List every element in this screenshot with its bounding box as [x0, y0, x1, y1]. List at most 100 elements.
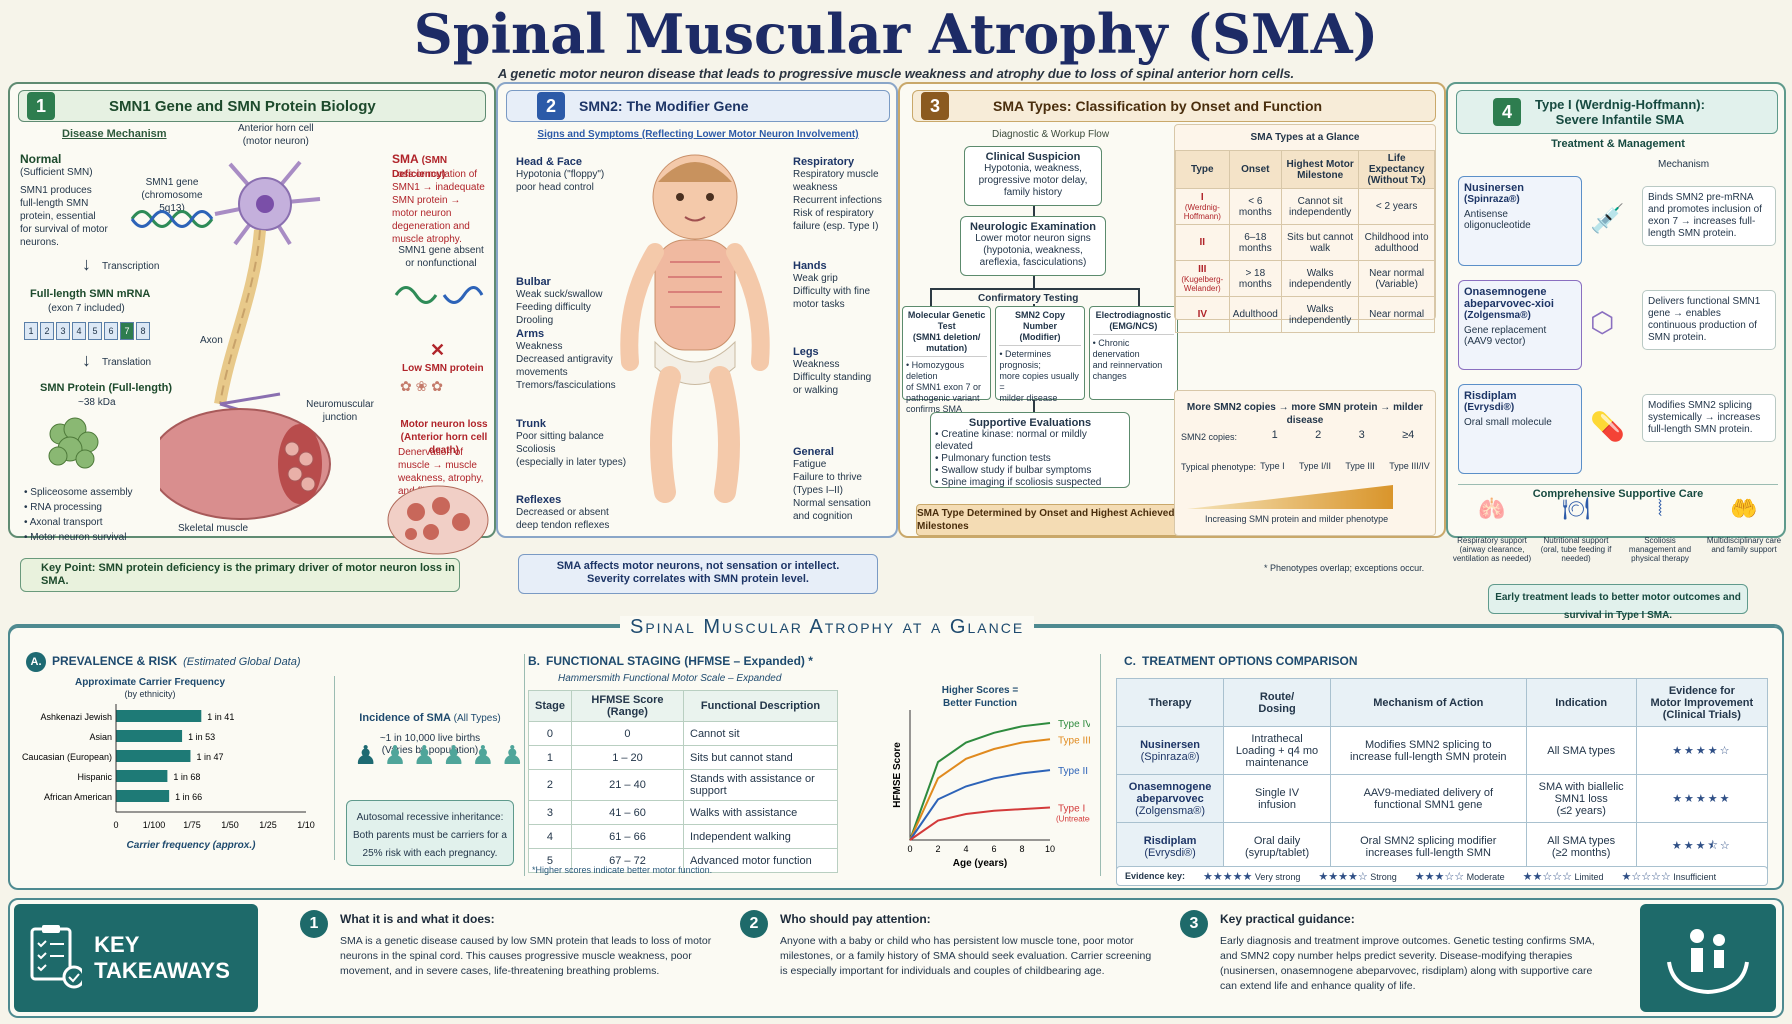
exon-box: 3 [56, 322, 70, 340]
takeaway-items: 1 What it is and what it does: SMA is a ge… [300, 904, 1600, 1012]
translation-label: Translation [102, 357, 152, 368]
protein-icon [48, 417, 99, 469]
supportive-item: • Swallow study if bulbar symptoms [935, 465, 1092, 476]
treatment-col-header: Evidence for Motor Improvement (Clinical… [1635, 678, 1769, 727]
normal-title: Normal [20, 152, 62, 166]
phenotype: Type I/II [1299, 461, 1332, 471]
evidence-stars: ★★★★★ [1635, 774, 1769, 823]
treatment-row: Nusinersen (Spinraza®) Intrathecal Loading… [1115, 726, 1769, 775]
panel-3-number: 3 [921, 92, 949, 120]
hfmse-note: *Higher scores indicate better motor fun… [532, 865, 713, 875]
takeaway-number: 3 [1180, 910, 1208, 938]
types-row: II 6–18 months Sits but cannot walk Childho… [1175, 224, 1435, 261]
types-col-header: Onset [1228, 150, 1283, 189]
function-item: • RNA processing [24, 502, 102, 513]
panel-smn1: 1 SMN1 Gene and SMN Protein Biology Dise… [8, 82, 496, 592]
hfmse-tick-label: 4 [963, 844, 968, 854]
hfmse-col-header: HFMSE Score (Range) [570, 690, 685, 722]
absent-label: SMN1 gene absent or nonfunctional [398, 245, 484, 269]
hfmse-col-header: Functional Description [683, 690, 838, 722]
exon-box: 6 [104, 322, 118, 340]
evidence-key-item: ★☆☆☆☆ Insufficient [1621, 870, 1717, 883]
syringe-icon: 💉 [1590, 203, 1625, 234]
types-row: III (Kugelberg-Welander) > 18 months Walks … [1175, 260, 1435, 297]
exon-box: 1 [24, 322, 38, 340]
function-item: • Motor neuron survival [24, 532, 127, 543]
key-point: Key Point: SMN protein deficiency is the… [20, 558, 460, 592]
transcription-label: Transcription [102, 261, 160, 272]
symptom-group: General Fatigue Failure to thrive (Types … [793, 446, 871, 522]
virus-vector-icon: ⬡ [1590, 307, 1615, 338]
gene-label: SMN1 gene (chromosome 5q13) [141, 177, 203, 214]
hfmse-sub: Hammersmith Functional Motor Scale – Exp… [558, 673, 782, 684]
sma-title: SMA (SMN Deficiency) [392, 152, 448, 180]
symptom-group: Legs Weakness Difficulty standing or walk… [793, 346, 872, 396]
bar-value-label: 1 in 68 [173, 772, 200, 782]
panel-4-header: 4 Type I (Werdnig-Hoffmann): Severe Infan… [1456, 90, 1778, 134]
panel-2-header: 2 SMN2: The Modifier Gene [506, 90, 890, 122]
hfmse-series-label: Type I [1058, 804, 1085, 815]
evidence-stars: ★★★★☆ [1635, 726, 1769, 775]
anterior-horn-label: Anterior horn cell (motor neuron) [238, 123, 314, 147]
symptom-group: Head & Face Hypotonia ("floppy") poor hea… [516, 156, 605, 193]
panel-2-title: SMN2: The Modifier Gene [579, 98, 749, 114]
glance-table-box: SMA Types at a Glance Type Onset Highest M… [1174, 124, 1436, 333]
section-a-header: A. PREVALENCE & RISK (Estimated Global D… [26, 652, 301, 672]
spine-icon: ⦚ [1657, 496, 1663, 521]
determined-box: SMA Type Determined by Onset and Highest… [916, 504, 1212, 536]
neuro-box: Neurologic Examination Lower motor neuron… [960, 216, 1106, 276]
bar-category-label: Hispanic [77, 772, 112, 782]
bar-value-label: 1 in 66 [175, 792, 202, 802]
treatment-table: Therapy Route/ Dosing Mechanism of Action I… [1115, 678, 1769, 871]
panel-3-title: SMA Types: Classification by Onset and F… [993, 98, 1323, 114]
bar-value-label: 1 in 53 [188, 732, 215, 742]
treatment-col-header: Therapy [1115, 678, 1225, 727]
hfmse-series-line [909, 769, 1051, 841]
atrophic-muscle-icon [387, 485, 489, 555]
carrier-bar [116, 730, 183, 742]
hfmse-series-label: Type II [1058, 766, 1088, 777]
drug-card: Risdiplam (Evrysdi®) Oral small molecule [1458, 384, 1582, 474]
low-smn-label: Low SMN protein [402, 363, 484, 374]
hfmse-row: 0 0 Cannot sit [528, 721, 838, 746]
carrier-bar [116, 750, 191, 762]
hfmse-row: 4 61 – 66 Independent walking [528, 824, 838, 849]
symptom-group: Bulbar Weak suck/swallow Feeding difficul… [516, 276, 603, 326]
drug-row: Onasemnogene abeparvovec-xioi (Zolgensma®… [1458, 276, 1778, 380]
treat-label: Treatment & Management [1551, 138, 1685, 150]
incidence-note: (Varies by population) [381, 745, 479, 756]
drug-mechanism: Delivers functional SMN1 gene → enables … [1642, 290, 1776, 350]
hfmse-series-label: Type IV [1058, 719, 1090, 730]
evidence-key-item: ★★★★★ Very strong [1203, 870, 1301, 883]
glance-title: Spinal Muscular Atrophy at a Glance [620, 616, 1035, 639]
care-item: 🤲 Multidisciplinary care and family suppo… [1704, 498, 1784, 563]
page-subtitle: A genetic motor neuron disease that lead… [497, 66, 1295, 81]
evidence-stars: ★★★⯪☆ [1635, 822, 1769, 871]
x-icon: ✕ [430, 340, 446, 360]
hfmse-series-label: Type III [1058, 735, 1090, 746]
bar-tick-label: 1/50 [221, 820, 239, 830]
hfmse-series-line [909, 806, 1051, 841]
confirm-label: Confirmatory Testing [978, 293, 1079, 304]
phenotype: Type III/IV [1389, 461, 1430, 471]
broken-dna-icon [394, 286, 484, 304]
hfmse-tick-label: 2 [935, 844, 940, 854]
people-icons: ♟ ♟ ♟ ♟ ♟ ♟ [354, 740, 524, 770]
hfmse-col-header: Stage [528, 690, 572, 722]
bar-tick-label: 0 [113, 820, 118, 830]
copy-number: 1 [1271, 429, 1278, 441]
symptom-group: Reflexes Decreased or absent deep tendon … [516, 494, 610, 531]
hfmse-tick-label: 0 [907, 844, 912, 854]
gradient-wedge [1187, 485, 1393, 509]
hfmse-row: 3 41 – 60 Walks with assistance [528, 800, 838, 825]
panel-types: 3 SMA Types: Classification by Onset and… [898, 82, 1446, 573]
exon-box: 2 [40, 322, 54, 340]
evidence-key: Evidence key: ★★★★★ Very strong ★★★★☆ Stro… [1116, 866, 1768, 886]
exon-box: 7 [120, 322, 134, 340]
higher-label: Higher Scores = Better Function [941, 685, 1019, 709]
p2-summary: SMA affects motor neurons, not sensation… [518, 554, 878, 594]
drug-card: Onasemnogene abeparvovec-xioi (Zolgensma®… [1458, 280, 1582, 370]
panel-1-header: 1 SMN1 Gene and SMN Protein Biology [18, 90, 486, 122]
hfmse-x-label: Age (years) [953, 858, 1007, 869]
neuron-illustration [160, 160, 331, 520]
